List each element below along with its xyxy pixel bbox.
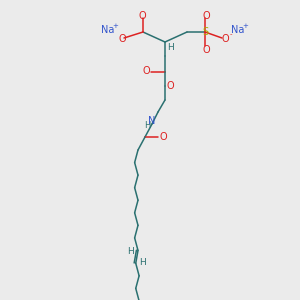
- Text: O: O: [138, 11, 146, 21]
- Text: +: +: [112, 23, 118, 29]
- Text: N: N: [148, 116, 156, 126]
- Text: S: S: [202, 27, 208, 37]
- Text: O: O: [166, 81, 174, 91]
- Text: Na: Na: [231, 25, 245, 35]
- Text: O: O: [118, 34, 126, 44]
- Text: O: O: [159, 132, 167, 142]
- Text: Na: Na: [101, 25, 115, 35]
- Text: H: H: [128, 247, 134, 256]
- Text: O: O: [221, 34, 229, 44]
- Text: -: -: [230, 31, 232, 37]
- Text: O: O: [202, 45, 210, 55]
- Text: H: H: [167, 44, 173, 52]
- Text: +: +: [242, 23, 248, 29]
- Text: H: H: [144, 121, 150, 130]
- Text: O: O: [142, 66, 150, 76]
- Text: H: H: [140, 258, 146, 267]
- Text: O: O: [202, 11, 210, 21]
